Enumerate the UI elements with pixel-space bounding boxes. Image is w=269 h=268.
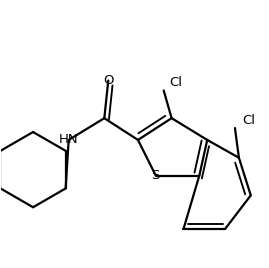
Text: Cl: Cl [169,76,182,89]
Text: O: O [103,74,114,87]
Text: S: S [152,169,160,182]
Text: HN: HN [59,133,79,146]
Text: Cl: Cl [242,114,255,127]
